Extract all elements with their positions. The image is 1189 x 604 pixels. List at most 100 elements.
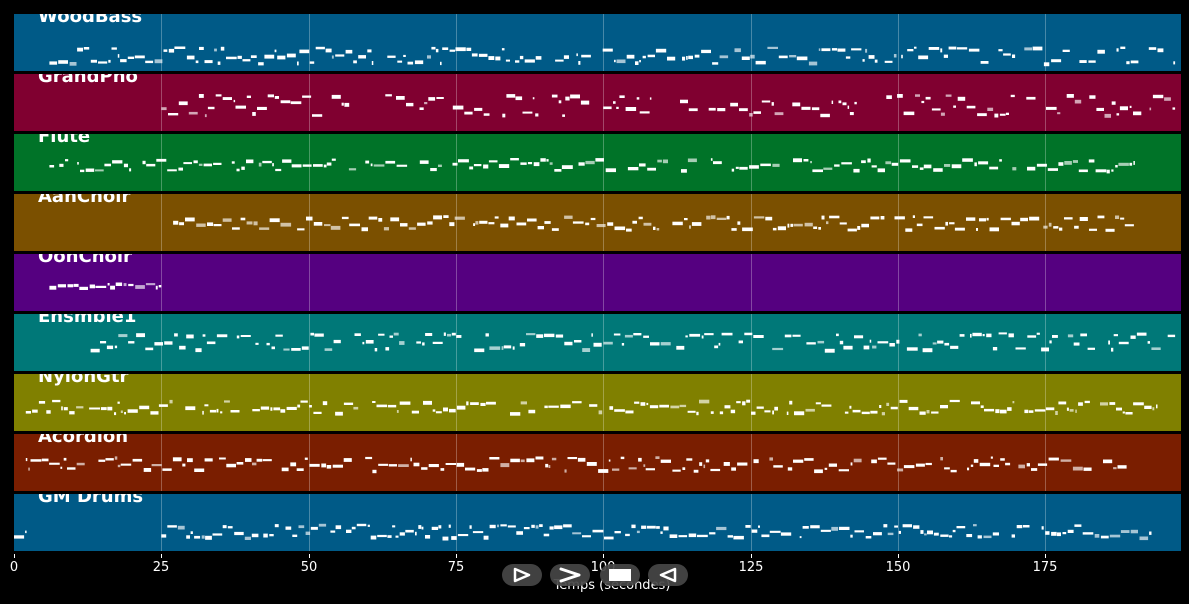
note	[79, 286, 88, 290]
note	[260, 406, 270, 410]
note	[1130, 335, 1136, 339]
note	[1011, 534, 1015, 538]
note	[537, 226, 544, 230]
note	[161, 534, 167, 538]
note	[399, 341, 405, 345]
note	[204, 404, 209, 407]
note	[789, 400, 793, 405]
note	[1080, 333, 1087, 337]
note	[341, 216, 349, 220]
note	[912, 165, 919, 168]
note	[519, 55, 524, 60]
note	[657, 159, 662, 163]
note	[205, 535, 212, 540]
play-button[interactable]	[502, 564, 542, 586]
note	[469, 525, 472, 529]
note	[120, 463, 132, 466]
note	[1087, 347, 1095, 350]
x-tick-label: 175	[1032, 560, 1058, 575]
note	[635, 61, 639, 65]
note	[199, 46, 204, 50]
note	[761, 534, 770, 538]
note	[348, 168, 357, 171]
note	[609, 406, 614, 410]
note	[718, 342, 721, 346]
note	[886, 402, 890, 406]
grid-line	[751, 194, 752, 251]
note	[670, 405, 680, 409]
note	[167, 525, 177, 528]
note	[389, 335, 393, 338]
note	[749, 113, 753, 117]
note	[1041, 347, 1049, 352]
rewind-button[interactable]	[648, 564, 688, 586]
note	[970, 464, 974, 467]
note-layer	[25, 399, 1158, 416]
note	[1000, 217, 1011, 221]
fast-forward-button[interactable]	[550, 564, 590, 586]
note	[222, 525, 227, 529]
note	[98, 459, 106, 462]
grid-line	[1045, 314, 1046, 371]
note	[385, 94, 392, 97]
note	[1157, 48, 1164, 53]
note	[378, 333, 385, 336]
note	[83, 47, 90, 50]
note	[883, 524, 888, 528]
note	[330, 530, 336, 533]
note	[32, 409, 38, 413]
note	[313, 164, 323, 167]
note	[992, 532, 999, 536]
note	[332, 464, 343, 468]
track-woodbass: WoodBass	[14, 14, 1181, 71]
note	[899, 159, 911, 163]
note	[921, 100, 925, 104]
note	[940, 48, 943, 53]
note	[660, 342, 671, 346]
note	[561, 165, 573, 169]
note	[30, 459, 42, 462]
note	[124, 412, 126, 415]
note	[95, 169, 104, 172]
note	[374, 348, 378, 352]
note	[920, 530, 924, 534]
note	[655, 456, 660, 459]
note	[1120, 217, 1125, 220]
note	[142, 160, 146, 165]
note	[483, 164, 489, 169]
note	[297, 61, 299, 66]
note	[482, 468, 489, 472]
note	[774, 112, 784, 116]
note	[146, 163, 156, 167]
note	[576, 53, 578, 57]
note	[399, 401, 411, 405]
note	[923, 216, 934, 219]
note	[145, 347, 154, 351]
note	[1066, 94, 1074, 98]
grid-line	[456, 254, 457, 311]
note	[226, 56, 237, 60]
grid-line	[456, 494, 457, 551]
note	[636, 530, 640, 534]
note	[1016, 525, 1023, 529]
stop-button[interactable]	[600, 564, 640, 586]
note	[298, 525, 305, 529]
note	[275, 168, 282, 172]
note	[847, 228, 857, 232]
note	[1116, 407, 1122, 411]
note	[156, 158, 167, 162]
note	[908, 406, 919, 411]
note	[365, 160, 370, 164]
note	[349, 223, 360, 227]
note	[713, 161, 722, 165]
note	[1115, 215, 1120, 219]
note	[862, 59, 865, 62]
note	[154, 342, 163, 346]
note	[1164, 97, 1171, 101]
note	[881, 412, 885, 416]
note	[296, 468, 304, 471]
note	[179, 222, 184, 226]
note	[240, 335, 251, 337]
note	[554, 169, 562, 172]
note	[940, 112, 945, 116]
